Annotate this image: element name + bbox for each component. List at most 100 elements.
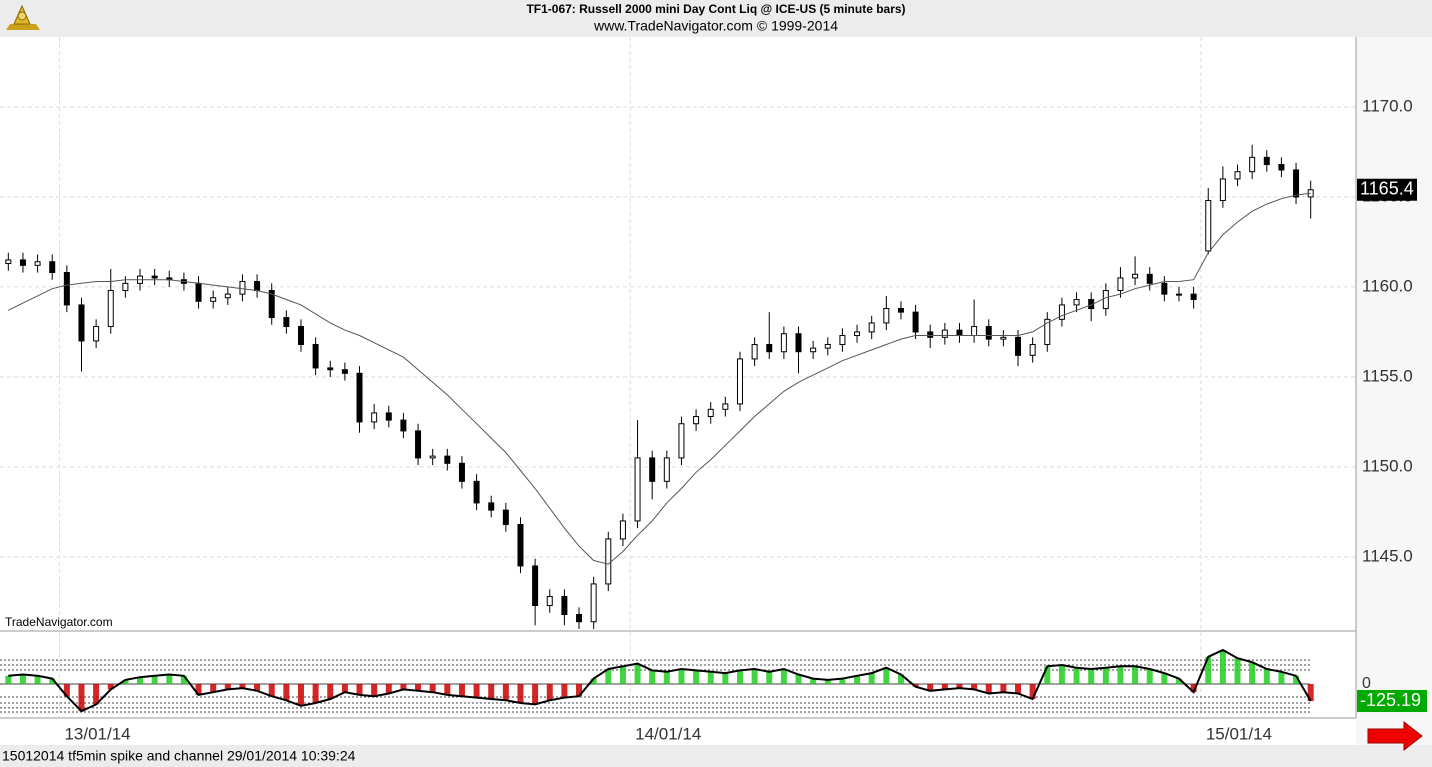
histogram-bar bbox=[1029, 684, 1036, 699]
candle-body bbox=[1058, 304, 1065, 320]
candle-body bbox=[941, 329, 948, 338]
histogram-bar bbox=[1234, 658, 1241, 684]
candle-body bbox=[93, 326, 100, 342]
candle-body bbox=[576, 614, 583, 623]
histogram-bar bbox=[137, 677, 144, 684]
histogram-bar bbox=[546, 684, 553, 701]
histogram-bar bbox=[576, 684, 583, 697]
candle-body bbox=[1029, 344, 1036, 356]
candle-body bbox=[751, 344, 758, 360]
histogram-bar bbox=[1000, 684, 1007, 693]
last-value-box bbox=[1357, 178, 1417, 201]
histogram-bar bbox=[1146, 669, 1153, 684]
histogram-bar bbox=[1102, 667, 1109, 684]
candle-body bbox=[736, 358, 743, 405]
histogram-bar bbox=[34, 675, 41, 684]
watermark: TradeNavigator.com bbox=[5, 615, 113, 629]
chart-title: TF1-067: Russell 2000 mini Day Cont Liq … bbox=[526, 2, 905, 16]
candle-body bbox=[400, 419, 407, 432]
histogram-bar bbox=[195, 684, 202, 695]
histogram-bar bbox=[444, 684, 451, 695]
histogram-bar bbox=[678, 669, 685, 684]
candle-body bbox=[634, 457, 641, 522]
chart-subtitle: www.TradeNavigator.com © 1999-2014 bbox=[593, 18, 838, 34]
candle-body bbox=[619, 520, 626, 540]
candle-body bbox=[927, 331, 934, 338]
candle-body bbox=[312, 344, 319, 369]
candle-body bbox=[780, 333, 787, 353]
moving-average bbox=[8, 192, 1311, 565]
candle-body bbox=[1015, 336, 1022, 356]
candle-body bbox=[561, 596, 568, 616]
histogram-bar bbox=[502, 684, 509, 701]
candle-body bbox=[1175, 293, 1182, 296]
histogram-bar bbox=[254, 684, 261, 691]
histogram-bar bbox=[78, 684, 85, 712]
histogram-bar bbox=[1175, 678, 1182, 684]
axis-area bbox=[1356, 37, 1432, 745]
candle-body bbox=[985, 326, 992, 340]
y-tick-label: 1170.0 bbox=[1362, 96, 1413, 115]
histogram-bar bbox=[517, 684, 524, 704]
candle-body bbox=[1073, 299, 1080, 306]
histogram-bar bbox=[1219, 650, 1226, 684]
histogram-bar bbox=[356, 684, 363, 695]
histogram-bar bbox=[297, 684, 304, 706]
candle-body bbox=[122, 282, 129, 292]
candle-body bbox=[663, 457, 670, 482]
y-tick-label: 1150.0 bbox=[1362, 456, 1413, 475]
histogram-bar bbox=[1278, 671, 1285, 684]
candle-body bbox=[415, 430, 422, 459]
candle-body bbox=[1146, 273, 1153, 284]
histogram-bar bbox=[122, 679, 129, 684]
candle-body bbox=[897, 308, 904, 313]
candle-body bbox=[224, 293, 231, 299]
candles bbox=[5, 144, 1314, 629]
histogram-bar bbox=[649, 670, 656, 684]
histogram-bar bbox=[1190, 684, 1197, 693]
candle-body bbox=[517, 524, 524, 567]
histogram-bar bbox=[868, 673, 875, 684]
y-tick-label: 0 bbox=[1362, 675, 1371, 692]
histogram-bar bbox=[663, 671, 670, 684]
histogram-bar bbox=[1249, 662, 1256, 684]
histogram-bar bbox=[1088, 669, 1095, 684]
histogram-bar bbox=[283, 684, 290, 701]
candle-body bbox=[810, 347, 817, 353]
histogram-bar bbox=[824, 679, 831, 684]
next-arrow[interactable] bbox=[1367, 720, 1423, 752]
candle-body bbox=[210, 297, 217, 302]
histogram-bar bbox=[458, 684, 465, 697]
candle-body bbox=[49, 261, 56, 274]
histogram-bar bbox=[956, 684, 963, 689]
histogram-bar bbox=[619, 666, 626, 684]
candle-body bbox=[488, 502, 495, 511]
histogram-bar bbox=[780, 669, 787, 684]
histogram-bar bbox=[19, 674, 26, 684]
candle-body bbox=[766, 344, 773, 353]
histogram-bar bbox=[736, 670, 743, 684]
x-tick-label: 14/01/14 bbox=[635, 724, 701, 743]
candle-body bbox=[1205, 200, 1212, 252]
histogram-bar bbox=[327, 684, 334, 699]
histogram-bar bbox=[883, 667, 890, 684]
histogram-bar bbox=[561, 684, 568, 698]
candle-body bbox=[883, 308, 890, 324]
histogram-bar bbox=[766, 671, 773, 684]
histogram-bar bbox=[722, 673, 729, 684]
candle-body bbox=[1219, 178, 1226, 202]
candle-body bbox=[1249, 156, 1256, 173]
histogram-bar bbox=[400, 684, 407, 690]
candle-body bbox=[239, 281, 246, 295]
candle-body bbox=[385, 412, 392, 421]
candle-body bbox=[1044, 318, 1051, 346]
candle-body bbox=[854, 331, 861, 337]
candle-body bbox=[429, 455, 436, 459]
histogram-bar bbox=[839, 678, 846, 684]
y-tick-label: 1155.0 bbox=[1362, 366, 1413, 385]
histogram-bar bbox=[415, 684, 422, 691]
candle-body bbox=[473, 480, 480, 504]
histogram-bar bbox=[1044, 666, 1051, 684]
candle-body bbox=[590, 583, 597, 623]
candle-body bbox=[327, 367, 334, 371]
